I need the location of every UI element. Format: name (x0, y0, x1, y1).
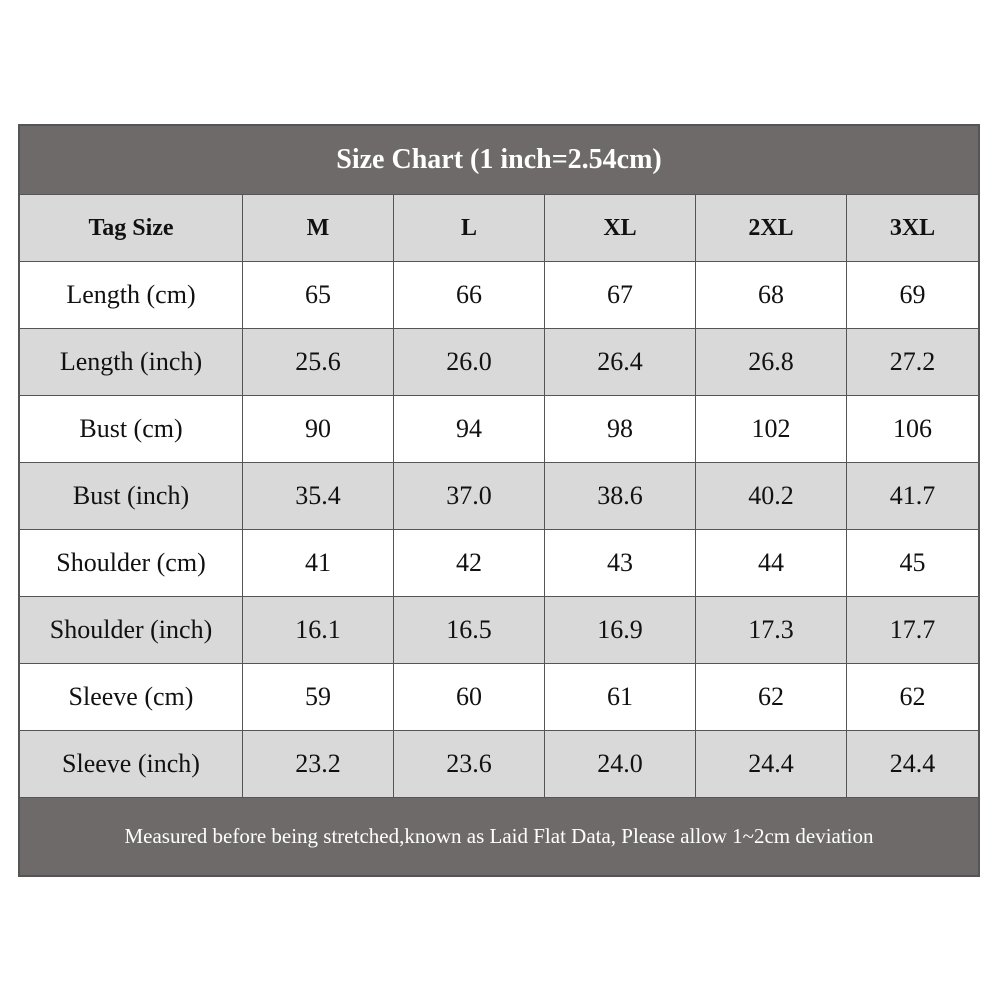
row-label: Shoulder (inch) (20, 597, 243, 664)
row-label: Length (inch) (20, 329, 243, 396)
table-cell: 37.0 (394, 463, 545, 530)
table-cell: 62 (847, 664, 978, 731)
footer-note: Measured before being stretched,known as… (20, 798, 978, 875)
table-cell: 68 (696, 262, 847, 329)
table-title: Size Chart (1 inch=2.54cm) (20, 126, 978, 195)
table-cell: 26.8 (696, 329, 847, 396)
header-cell: L (394, 195, 545, 262)
table-cell: 42 (394, 530, 545, 597)
table-cell: 24.4 (696, 731, 847, 798)
table-cell: 94 (394, 396, 545, 463)
table-cell: 40.2 (696, 463, 847, 530)
table-cell: 24.0 (545, 731, 696, 798)
row-label: Bust (cm) (20, 396, 243, 463)
table-cell: 41.7 (847, 463, 978, 530)
table-cell: 45 (847, 530, 978, 597)
table-cell: 61 (545, 664, 696, 731)
table-cell: 24.4 (847, 731, 978, 798)
row-label: Shoulder (cm) (20, 530, 243, 597)
table-cell: 16.1 (243, 597, 394, 664)
table-cell: 17.3 (696, 597, 847, 664)
table-cell: 62 (696, 664, 847, 731)
table-cell: 90 (243, 396, 394, 463)
table-cell: 69 (847, 262, 978, 329)
header-cell: XL (545, 195, 696, 262)
table-cell: 43 (545, 530, 696, 597)
table-cell: 26.0 (394, 329, 545, 396)
table-cell: 65 (243, 262, 394, 329)
row-label: Length (cm) (20, 262, 243, 329)
size-chart-table: Size Chart (1 inch=2.54cm) Tag Size M L XL 2X… (18, 124, 980, 877)
table-cell: 16.9 (545, 597, 696, 664)
table-cell: 23.6 (394, 731, 545, 798)
table-cell: 102 (696, 396, 847, 463)
table-cell: 60 (394, 664, 545, 731)
table-cell: 27.2 (847, 329, 978, 396)
table-cell: 98 (545, 396, 696, 463)
row-label: Sleeve (cm) (20, 664, 243, 731)
header-cell: Tag Size (20, 195, 243, 262)
header-cell: 2XL (696, 195, 847, 262)
row-label: Bust (inch) (20, 463, 243, 530)
table-cell: 16.5 (394, 597, 545, 664)
table-cell: 41 (243, 530, 394, 597)
table-cell: 59 (243, 664, 394, 731)
header-cell: M (243, 195, 394, 262)
table-cell: 35.4 (243, 463, 394, 530)
table-cell: 23.2 (243, 731, 394, 798)
table-cell: 26.4 (545, 329, 696, 396)
table-cell: 44 (696, 530, 847, 597)
table-cell: 66 (394, 262, 545, 329)
table-cell: 17.7 (847, 597, 978, 664)
table-cell: 25.6 (243, 329, 394, 396)
table-cell: 67 (545, 262, 696, 329)
row-label: Sleeve (inch) (20, 731, 243, 798)
table-cell: 106 (847, 396, 978, 463)
table-cell: 38.6 (545, 463, 696, 530)
header-cell: 3XL (847, 195, 978, 262)
